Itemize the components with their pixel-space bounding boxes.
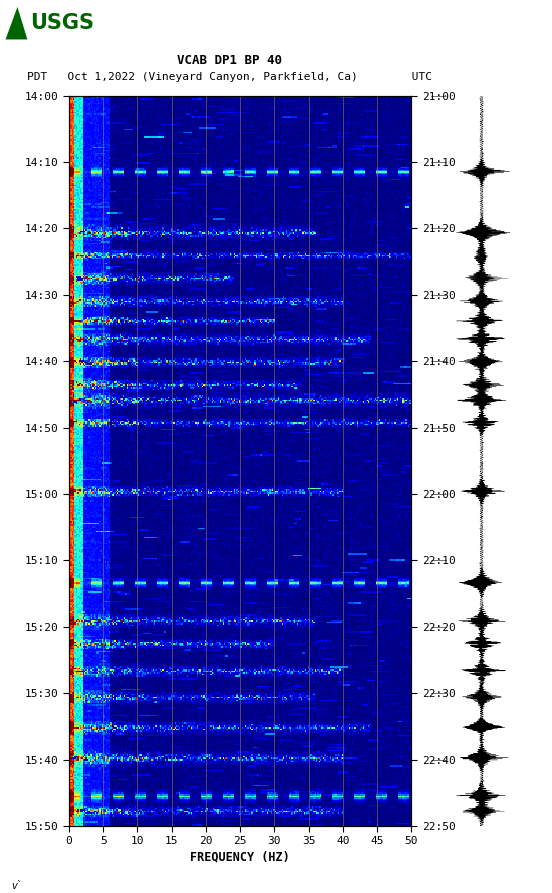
Text: VCAB DP1 BP 40: VCAB DP1 BP 40	[177, 54, 282, 67]
Text: PDT   Oct 1,2022 (Vineyard Canyon, Parkfield, Ca)        UTC: PDT Oct 1,2022 (Vineyard Canyon, Parkfie…	[26, 71, 432, 82]
Polygon shape	[6, 7, 28, 39]
Text: USGS: USGS	[30, 13, 94, 33]
Text: $v$`: $v$`	[11, 878, 22, 890]
X-axis label: FREQUENCY (HZ): FREQUENCY (HZ)	[190, 851, 290, 864]
